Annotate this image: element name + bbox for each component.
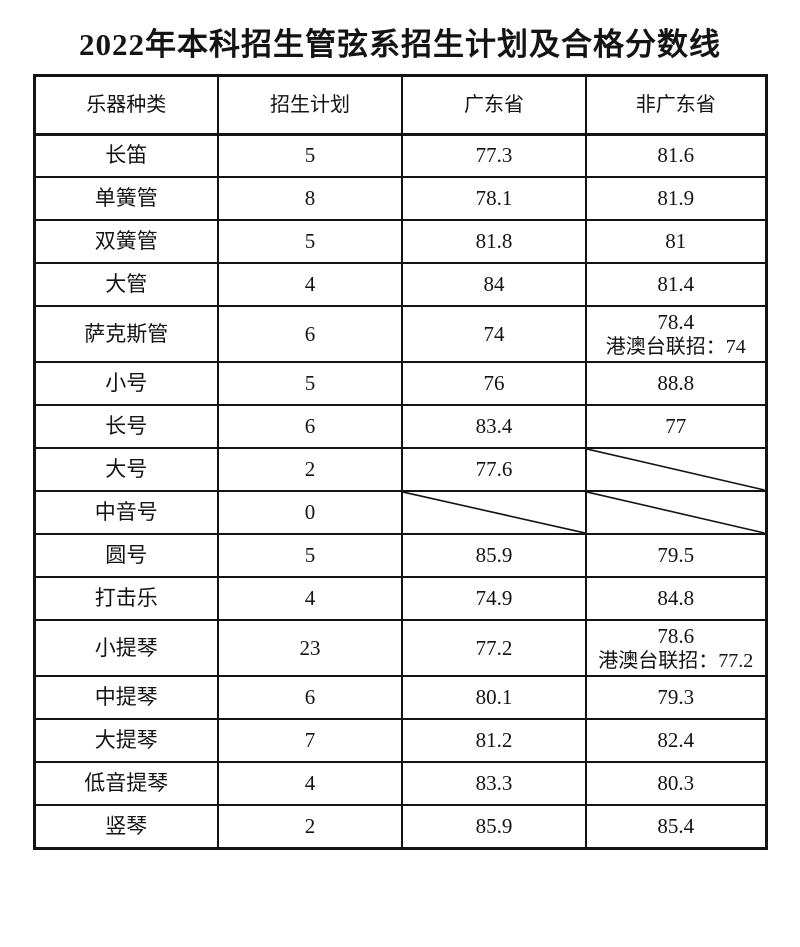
non-gd-score-cell: 84.8 [585,576,767,622]
instrument-cell: 小提琴 [33,619,219,678]
instrument-cell: 萨克斯管 [33,305,219,364]
plan-cell: 23 [217,619,403,678]
instrument-cell: 低音提琴 [33,761,219,807]
plan-cell: 8 [217,176,403,222]
plan-cell: 5 [217,361,403,407]
instrument-cell: 大管 [33,262,219,308]
instrument-cell: 圆号 [33,533,219,579]
plan-cell: 4 [217,576,403,622]
gd-score-cell-crossed [401,490,587,536]
instrument-cell: 打击乐 [33,576,219,622]
page-title: 2022年本科招生管弦系招生计划及合格分数线 [79,27,721,62]
table-row-bassoon: 大管 4 84 81.4 [33,262,767,308]
plan-cell: 5 [217,533,403,579]
plan-cell: 5 [217,219,403,265]
gd-score-cell: 77.2 [401,619,587,678]
non-gd-score-cell: 77 [585,404,767,450]
gd-score-cell: 85.9 [401,533,587,579]
non-gd-score-cell-crossed [585,490,767,536]
admission-score-table: 乐器种类 招生计划 广东省 非广东省 长笛 5 77.3 81.6 单簧管 8 … [32,73,768,850]
non-gd-score-cell: 88.8 [585,361,767,407]
table-row-double-bass: 低音提琴 4 83.3 80.3 [33,761,767,807]
non-gd-score-cell: 80.3 [585,761,767,807]
table-row-flute: 长笛 5 77.3 81.6 [33,133,767,179]
non-gd-score-cell: 79.5 [585,533,767,579]
instrument-cell: 大提琴 [33,718,219,764]
gd-score-cell: 77.3 [401,133,587,179]
plan-cell: 5 [217,133,403,179]
instrument-cell: 竖琴 [33,804,219,850]
header-non-guangdong: 非广东省 [585,74,767,136]
non-gd-score-cell: 79.3 [585,675,767,721]
gd-score-cell: 74 [401,305,587,364]
table-row-trombone: 长号 6 83.4 77 [33,404,767,450]
gd-score-cell: 81.8 [401,219,587,265]
table-row-clarinet: 单簧管 8 78.1 81.9 [33,176,767,222]
plan-cell: 4 [217,761,403,807]
instrument-cell: 小号 [33,361,219,407]
plan-cell: 6 [217,404,403,450]
instrument-cell: 长号 [33,404,219,450]
non-gd-score-cell: 78.6 港澳台联招：77.2 [585,619,767,678]
table-row-percussion: 打击乐 4 74.9 84.8 [33,576,767,622]
instrument-cell: 中音号 [33,490,219,536]
gd-score-cell: 84 [401,262,587,308]
gd-score-cell: 80.1 [401,675,587,721]
non-gd-score-cell-crossed [585,447,767,493]
non-gd-score-cell: 81.9 [585,176,767,222]
diagonal-slash-line [587,492,765,533]
instrument-cell: 长笛 [33,133,219,179]
table-row-alto-horn: 中音号 0 [33,490,767,536]
table-row-violin: 小提琴 23 77.2 78.6 港澳台联招：77.2 [33,619,767,678]
plan-cell: 0 [217,490,403,536]
gd-score-cell: 81.2 [401,718,587,764]
table-row-tuba: 大号 2 77.6 [33,447,767,493]
instrument-cell: 中提琴 [33,675,219,721]
table-row-harp: 竖琴 2 85.9 85.4 [33,804,767,850]
non-gd-score-cell: 82.4 [585,718,767,764]
table-row-viola: 中提琴 6 80.1 79.3 [33,675,767,721]
table-row-saxophone: 萨克斯管 6 74 78.4 港澳台联招：74 [33,305,767,364]
non-gd-score-cell: 78.4 港澳台联招：74 [585,305,767,364]
non-gd-score-cell: 81.4 [585,262,767,308]
gd-score-cell: 78.1 [401,176,587,222]
table-row-oboe: 双簧管 5 81.8 81 [33,219,767,265]
hmt-joint-admission-note: 港澳台联招：74 [605,336,746,359]
instrument-cell: 大号 [33,447,219,493]
table-header-row: 乐器种类 招生计划 广东省 非广东省 [33,74,767,136]
instrument-cell: 双簧管 [33,219,219,265]
gd-score-cell: 76 [401,361,587,407]
non-gd-score-cell: 85.4 [585,804,767,850]
hmt-joint-admission-note: 港澳台联招：77.2 [598,650,754,673]
gd-score-cell: 85.9 [401,804,587,850]
non-gd-score: 78.4 [657,310,695,335]
diagonal-slash-line [403,492,585,533]
header-guangdong: 广东省 [401,74,587,136]
plan-cell: 6 [217,305,403,364]
table-row-trumpet: 小号 5 76 88.8 [33,361,767,407]
plan-cell: 2 [217,447,403,493]
header-plan: 招生计划 [217,74,403,136]
diagonal-slash-line [587,449,765,490]
table-row-cello: 大提琴 7 81.2 82.4 [33,718,767,764]
plan-cell: 7 [217,718,403,764]
plan-cell: 6 [217,675,403,721]
gd-score-cell: 83.4 [401,404,587,450]
header-instrument: 乐器种类 [33,74,219,136]
non-gd-score-cell: 81 [585,219,767,265]
gd-score-cell: 77.6 [401,447,587,493]
gd-score-cell: 83.3 [401,761,587,807]
plan-cell: 4 [217,262,403,308]
non-gd-score-cell: 81.6 [585,133,767,179]
table-row-french-horn: 圆号 5 85.9 79.5 [33,533,767,579]
instrument-cell: 单簧管 [33,176,219,222]
plan-cell: 2 [217,804,403,850]
gd-score-cell: 74.9 [401,576,587,622]
non-gd-score: 78.6 [657,624,695,649]
